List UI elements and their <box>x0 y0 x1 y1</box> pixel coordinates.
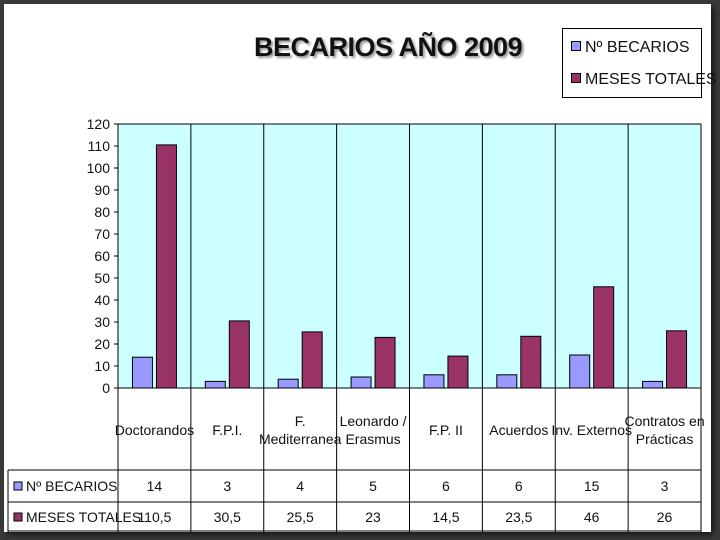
category-label: Inv. Externos <box>551 422 632 438</box>
table-cell-meses: 14,5 <box>432 509 459 525</box>
bar-becarios <box>277 378 299 389</box>
category-label: Contratos en <box>624 413 704 429</box>
y-tick-label: 120 <box>87 116 111 132</box>
category-label: F. <box>295 413 306 429</box>
table-cell-meses: 30,5 <box>214 509 241 525</box>
y-tick-label: 110 <box>88 138 111 154</box>
bar-meses <box>593 286 615 389</box>
slide: BECARIOS AÑO 2009 Nº BECARIOS MESES TOTA… <box>4 4 717 532</box>
table-cell-becarios: 4 <box>296 478 304 494</box>
y-tick-label: 20 <box>94 336 110 352</box>
category-label: Mediterranea <box>259 431 342 447</box>
bar-becarios <box>642 380 664 389</box>
table-cell-becarios: 14 <box>147 478 163 494</box>
legend-swatch-becarios <box>571 41 581 51</box>
legend-item-becarios: Nº BECARIOS <box>571 39 690 57</box>
table-cell-meses: 26 <box>657 509 673 525</box>
category-label: Leonardo / <box>340 413 407 429</box>
table-cell-meses: 23,5 <box>505 509 532 525</box>
table-header-becarios: Nº BECARIOS <box>26 478 117 494</box>
legend-label-meses: MESES TOTALES <box>585 71 717 88</box>
bar-becarios <box>496 374 518 389</box>
bar-meses <box>447 355 469 389</box>
legend-item-meses: MESES TOTALES <box>571 71 717 89</box>
bar-becarios <box>569 354 591 389</box>
chart-title: BECARIOS AÑO 2009 <box>254 32 523 62</box>
bar-meses <box>228 320 250 389</box>
y-tick-label: 0 <box>102 380 110 396</box>
category-label: F.P.I. <box>212 422 242 438</box>
category-label: Acuerdos <box>489 422 548 438</box>
bar-meses <box>374 336 396 389</box>
legend-swatch-meses <box>571 73 581 83</box>
y-tick-label: 60 <box>94 248 110 264</box>
bar-meses <box>301 331 323 389</box>
y-tick-label: 90 <box>94 182 110 198</box>
table-cell-becarios: 5 <box>369 478 377 494</box>
y-tick-label: 80 <box>94 204 110 220</box>
category-label: Erasmus <box>345 431 400 447</box>
y-tick-label: 30 <box>94 314 110 330</box>
table-cell-becarios: 3 <box>661 478 669 494</box>
y-tick-label: 10 <box>94 358 110 374</box>
table-cell-meses: 25,5 <box>287 509 314 525</box>
bar-meses <box>520 335 542 389</box>
table-cell-becarios: 6 <box>515 478 523 494</box>
legend: Nº BECARIOS MESES TOTALES <box>562 28 717 98</box>
table-header-meses: MESES TOTALES <box>26 509 141 525</box>
category-label: Doctorandos <box>115 422 194 438</box>
bar-becarios <box>131 356 153 389</box>
category-label: Prácticas <box>636 431 694 447</box>
bar-becarios <box>204 380 226 389</box>
table-key-meses <box>13 512 23 522</box>
y-tick-label: 50 <box>94 270 110 286</box>
table-cell-meses: 110,5 <box>137 509 171 525</box>
bar-becarios <box>350 376 372 389</box>
y-tick-label: 100 <box>87 160 111 176</box>
table-cell-becarios: 3 <box>223 478 231 494</box>
bar-becarios <box>423 374 445 389</box>
table-cell-meses: 23 <box>365 509 381 525</box>
table-key-becarios <box>13 481 23 491</box>
table-cell-becarios: 15 <box>584 478 600 494</box>
bar-meses <box>155 144 177 389</box>
y-tick-label: 40 <box>94 292 110 308</box>
bar-meses <box>666 330 688 389</box>
table-cell-becarios: 6 <box>442 478 450 494</box>
chart-canvas: 0 10 20 30 40 50 60 70 80 90 100 110 120 Doctorandos F… <box>7 116 705 532</box>
category-label: F.P. II <box>429 422 463 438</box>
table-cell-meses: 46 <box>584 509 600 525</box>
legend-label-becarios: Nº BECARIOS <box>585 39 690 56</box>
y-tick-label: 70 <box>94 226 110 242</box>
